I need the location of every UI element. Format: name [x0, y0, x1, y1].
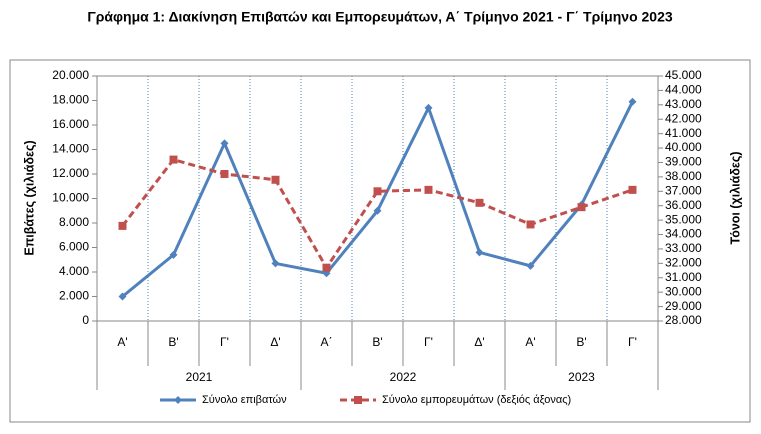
- y-tick-label: 8.000: [59, 215, 89, 229]
- y2-tick-label: 45.000: [665, 68, 702, 82]
- legend-marker: [174, 396, 182, 404]
- y-tick-label: 2.000: [59, 289, 89, 303]
- marker: [373, 206, 382, 215]
- marker: [475, 198, 484, 207]
- marker: [526, 261, 535, 270]
- y-tick-label: 0: [82, 313, 89, 327]
- x-tick-label: Γ': [628, 335, 637, 349]
- x-tick-label: Β': [576, 335, 586, 349]
- y2-tick-label: 40.000: [665, 140, 702, 154]
- x-group-label: 2023: [568, 370, 595, 384]
- legend-marker: [354, 396, 362, 404]
- x-tick-label: Δ': [270, 335, 280, 349]
- y2-tick-label: 39.000: [665, 155, 702, 169]
- x-tick-label: Β': [168, 335, 178, 349]
- marker: [118, 221, 127, 230]
- x-tick-label: Α': [525, 335, 535, 349]
- marker: [271, 175, 280, 184]
- y2-tick-label: 37.000: [665, 183, 702, 197]
- y2-tick-label: 35.000: [665, 212, 702, 226]
- x-tick-label: Δ': [474, 335, 484, 349]
- y-tick-label: 20.000: [52, 68, 89, 82]
- marker: [271, 259, 280, 268]
- y-tick-label: 16.000: [52, 117, 89, 131]
- marker: [220, 139, 229, 148]
- y2-tick-label: 34.000: [665, 227, 702, 241]
- y2-tick-label: 31.000: [665, 270, 702, 284]
- marker: [322, 263, 331, 272]
- y-tick-label: 6.000: [59, 240, 89, 254]
- y2-tick-label: 38.000: [665, 169, 702, 183]
- y2-tick-label: 36.000: [665, 198, 702, 212]
- y2-tick-label: 28.000: [665, 313, 702, 327]
- y-tick-label: 4.000: [59, 264, 89, 278]
- y2-tick-label: 41.000: [665, 126, 702, 140]
- y2-tick-label: 30.000: [665, 284, 702, 298]
- x-tick-label: Γ': [424, 335, 433, 349]
- y-axis-title: Επιβάτες (χιλιάδες): [22, 140, 36, 255]
- y-tick-label: 18.000: [52, 93, 89, 107]
- marker: [373, 187, 382, 196]
- x-tick-label: Α': [117, 335, 127, 349]
- marker: [526, 220, 535, 229]
- marker: [118, 292, 127, 301]
- y2-tick-label: 33.000: [665, 241, 702, 255]
- y2-tick-label: 29.000: [665, 299, 702, 313]
- y-tick-label: 10.000: [52, 191, 89, 205]
- x-tick-label: Γ': [220, 335, 229, 349]
- x-tick-label: Α΄: [321, 335, 333, 349]
- marker: [577, 203, 586, 212]
- marker: [424, 185, 433, 194]
- legend-label: Σύνολο εμπορευμάτων (δεξιός άξονας): [382, 394, 571, 406]
- marker: [475, 248, 484, 257]
- y-tick-label: 12.000: [52, 166, 89, 180]
- marker: [628, 97, 637, 106]
- y2-axis-title: Τόνοι (χιλιάδες): [728, 152, 742, 245]
- marker: [220, 170, 229, 178]
- marker: [628, 185, 637, 194]
- y2-tick-label: 43.000: [665, 97, 702, 111]
- chart-title: Γράφημα 1: Διακίνηση Επιβατών και Εμπορε…: [87, 9, 673, 25]
- x-group-label: 2021: [186, 370, 213, 384]
- marker: [169, 155, 178, 164]
- legend-label: Σύνολο επιβατών: [202, 394, 287, 406]
- x-group-label: 2022: [390, 370, 417, 384]
- y2-tick-label: 44.000: [665, 83, 702, 97]
- marker: [424, 103, 433, 112]
- y2-tick-label: 32.000: [665, 256, 702, 270]
- y2-tick-label: 42.000: [665, 111, 702, 125]
- y-tick-label: 14.000: [52, 142, 89, 156]
- marker: [169, 250, 178, 259]
- plot-area: [96, 75, 659, 322]
- chart-frame: [9, 59, 751, 423]
- x-tick-label: Β': [372, 335, 382, 349]
